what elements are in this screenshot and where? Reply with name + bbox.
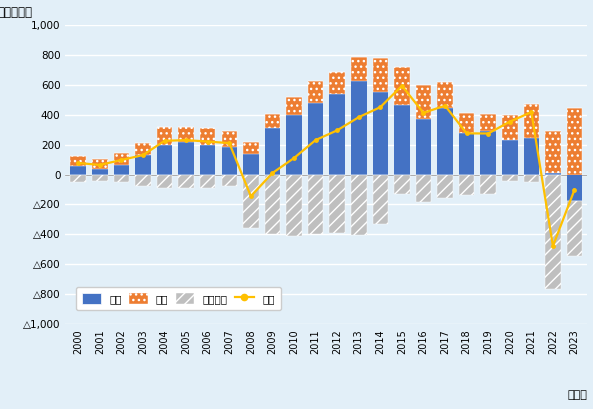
- Bar: [329, 94, 345, 175]
- Bar: [71, 166, 86, 175]
- Bar: [135, 155, 151, 175]
- Bar: [200, 145, 215, 175]
- Bar: [178, 127, 194, 142]
- Bar: [480, 131, 496, 175]
- Bar: [329, 175, 345, 233]
- Bar: [502, 115, 518, 140]
- Bar: [243, 175, 259, 228]
- Bar: [243, 142, 259, 153]
- Bar: [92, 159, 107, 169]
- Bar: [200, 175, 215, 188]
- Bar: [286, 97, 302, 115]
- Bar: [502, 140, 518, 175]
- Bar: [524, 104, 539, 138]
- Bar: [308, 103, 323, 175]
- Bar: [135, 143, 151, 155]
- Bar: [286, 175, 302, 236]
- Bar: [459, 175, 474, 196]
- Bar: [264, 114, 280, 128]
- Bar: [372, 175, 388, 224]
- Bar: [351, 175, 366, 235]
- Bar: [135, 175, 151, 187]
- Bar: [416, 85, 431, 119]
- Bar: [329, 72, 345, 94]
- Bar: [114, 165, 129, 175]
- Bar: [459, 133, 474, 175]
- Bar: [308, 175, 323, 234]
- Bar: [92, 175, 107, 181]
- Bar: [372, 92, 388, 175]
- Legend: 中国, 米国, 米中以外, 合計: 中国, 米国, 米中以外, 合計: [76, 287, 281, 310]
- Bar: [545, 173, 561, 175]
- Bar: [351, 81, 366, 175]
- Bar: [394, 67, 410, 105]
- Bar: [71, 175, 86, 182]
- Bar: [394, 105, 410, 175]
- Bar: [286, 115, 302, 175]
- Bar: [222, 175, 237, 187]
- Bar: [264, 128, 280, 175]
- Bar: [178, 142, 194, 175]
- Bar: [480, 175, 496, 194]
- Bar: [545, 175, 561, 290]
- Bar: [200, 128, 215, 145]
- Bar: [157, 175, 173, 188]
- Bar: [545, 131, 561, 173]
- Bar: [308, 81, 323, 103]
- Bar: [567, 175, 582, 202]
- Bar: [114, 153, 129, 165]
- Bar: [71, 156, 86, 166]
- Bar: [243, 153, 259, 175]
- Bar: [92, 169, 107, 175]
- Bar: [157, 144, 173, 175]
- Bar: [437, 175, 453, 198]
- Bar: [157, 127, 173, 144]
- Bar: [222, 147, 237, 175]
- Bar: [351, 56, 366, 81]
- Bar: [264, 175, 280, 234]
- Bar: [567, 108, 582, 175]
- Bar: [178, 175, 194, 188]
- Bar: [372, 58, 388, 92]
- Bar: [114, 175, 129, 182]
- Bar: [524, 175, 539, 182]
- Text: （億ドル）: （億ドル）: [0, 6, 33, 19]
- Bar: [567, 202, 582, 256]
- Bar: [502, 175, 518, 181]
- Bar: [480, 115, 496, 131]
- Bar: [524, 138, 539, 175]
- Text: （年）: （年）: [568, 390, 588, 400]
- Bar: [459, 112, 474, 133]
- Bar: [222, 131, 237, 147]
- Bar: [416, 119, 431, 175]
- Bar: [416, 175, 431, 202]
- Bar: [394, 175, 410, 193]
- Bar: [437, 82, 453, 108]
- Bar: [437, 108, 453, 175]
